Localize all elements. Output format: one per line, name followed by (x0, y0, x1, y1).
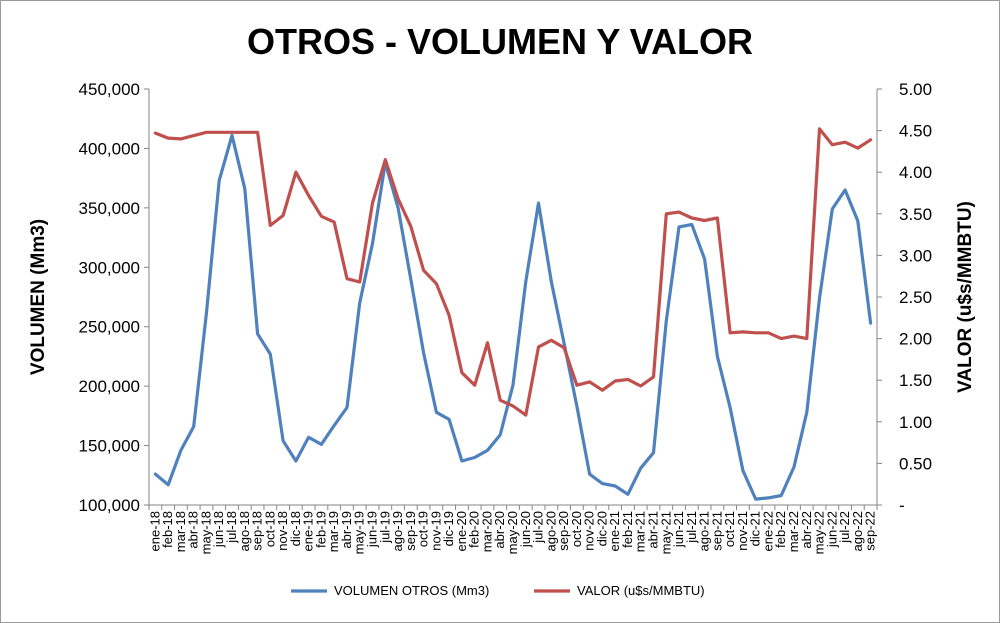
y-tick-label: 450,000 (79, 80, 140, 99)
x-tick-label: mar-19 (326, 511, 341, 552)
x-tick-label: abr-22 (799, 511, 814, 549)
legend: VOLUMEN OTROS (Mm3) VALOR (u$s/MMBTU) (291, 583, 705, 598)
x-tick-label: sep-22 (863, 511, 878, 551)
x-tick-label: oct-21 (722, 511, 737, 547)
legend-label-1: VOLUMEN OTROS (Mm3) (334, 583, 489, 598)
x-tick-label: mar-22 (786, 511, 801, 552)
y-axis-label: VOLUMEN (Mm3) (28, 219, 49, 375)
x-tick-label: ene-20 (454, 511, 469, 551)
y2-tick-label: 3.50 (899, 205, 932, 224)
y-tick-label: 250,000 (79, 318, 140, 337)
y-tick-label: 100,000 (79, 496, 140, 515)
x-tick-label: ago-21 (697, 511, 712, 551)
x-tick-label: jun-18 (211, 511, 226, 548)
x-tick-label: oct-20 (569, 511, 584, 547)
y2-tick-label: 4.00 (899, 163, 932, 182)
x-tick-label: may-20 (505, 511, 520, 554)
chart-title: OTROS - VOLUMEN Y VALOR (247, 21, 753, 62)
x-tick-label: feb-21 (620, 511, 635, 548)
x-tick-label: feb-22 (773, 511, 788, 548)
left-y-ticks: 100,000 150,000 200,000 250,000 300,000 350,0… (79, 80, 149, 515)
x-tick-label: ene-22 (760, 511, 775, 551)
x-tick-label: jun-21 (671, 511, 686, 548)
x-ticks: ene-18feb-18mar-18abr-18may-18jun-18jul-… (147, 505, 878, 554)
x-tick-label: nov-19 (428, 511, 443, 551)
axes (148, 89, 878, 506)
x-tick-label: mar-21 (633, 511, 648, 552)
x-tick-label: jun-19 (365, 511, 380, 548)
x-tick-label: abr-20 (492, 511, 507, 549)
x-tick-label: jul-18 (224, 511, 239, 544)
x-tick-label: dic-19 (441, 511, 456, 546)
x-tick-label: feb-19 (313, 511, 328, 548)
x-tick-label: jul-21 (684, 511, 699, 544)
x-tick-label: ene-21 (607, 511, 622, 551)
x-tick-label: mar-18 (173, 511, 188, 552)
x-tick-label: ago-18 (237, 511, 252, 551)
x-tick-label: jul-19 (377, 511, 392, 544)
series-lines (153, 127, 873, 501)
x-tick-label: may-18 (198, 511, 213, 554)
y2-tick-label: 2.00 (899, 330, 932, 349)
x-tick-label: may-22 (812, 511, 827, 554)
y-tick-label: 300,000 (79, 258, 140, 277)
x-tick-label: nov-18 (275, 511, 290, 551)
x-tick-label: sep-20 (556, 511, 571, 551)
x-tick-label: ene-19 (301, 511, 316, 551)
y2-tick-label: 5.00 (899, 80, 932, 99)
x-tick-label: oct-19 (416, 511, 431, 547)
legend-label-2: VALOR (u$s/MMBTU) (577, 583, 705, 598)
x-tick-label: mar-20 (479, 511, 494, 552)
y2-tick-label: 3.00 (899, 246, 932, 265)
y2-tick-label: - (899, 496, 905, 515)
x-tick-label: feb-18 (160, 511, 175, 548)
x-tick-label: jul-20 (531, 511, 546, 544)
y-tick-label: 200,000 (79, 377, 140, 396)
x-tick-label: jun-22 (824, 511, 839, 548)
x-tick-label: nov-20 (582, 511, 597, 551)
x-tick-label: dic-20 (594, 511, 609, 546)
series-line-2 (153, 127, 873, 417)
x-tick-label: feb-20 (467, 511, 482, 548)
x-tick-label: jun-20 (518, 511, 533, 548)
y-tick-label: 150,000 (79, 437, 140, 456)
x-tick-label: ene-18 (147, 511, 162, 551)
y2-axis-label: VALOR (u$s/MMBTU) (955, 201, 976, 393)
x-tick-label: sep-19 (403, 511, 418, 551)
x-tick-label: sep-21 (709, 511, 724, 551)
x-tick-label: ago-22 (850, 511, 865, 551)
y2-tick-label: 2.50 (899, 288, 932, 307)
series-line-1 (153, 133, 873, 501)
x-tick-label: ago-20 (543, 511, 558, 551)
x-tick-label: jul-22 (837, 511, 852, 544)
x-tick-label: ago-19 (390, 511, 405, 551)
x-tick-label: dic-18 (288, 511, 303, 546)
x-tick-label: may-21 (658, 511, 673, 554)
y2-tick-label: 1.50 (899, 371, 932, 390)
x-tick-label: oct-18 (262, 511, 277, 547)
y2-tick-label: 0.50 (899, 454, 932, 473)
y-tick-label: 400,000 (79, 139, 140, 158)
x-tick-label: abr-19 (339, 511, 354, 549)
y2-tick-label: 4.50 (899, 122, 932, 141)
x-tick-label: may-19 (352, 511, 367, 554)
x-tick-label: nov-21 (735, 511, 750, 551)
y-tick-label: 350,000 (79, 199, 140, 218)
x-tick-label: abr-18 (186, 511, 201, 549)
x-tick-label: dic-21 (748, 511, 763, 546)
x-tick-label: abr-21 (645, 511, 660, 549)
y2-tick-label: 1.00 (899, 413, 932, 432)
right-y-ticks: - 0.50 1.00 1.50 2.00 2.50 3.00 3.50 4.00 4.50 5.0… (877, 80, 932, 515)
x-tick-label: sep-18 (250, 511, 265, 551)
